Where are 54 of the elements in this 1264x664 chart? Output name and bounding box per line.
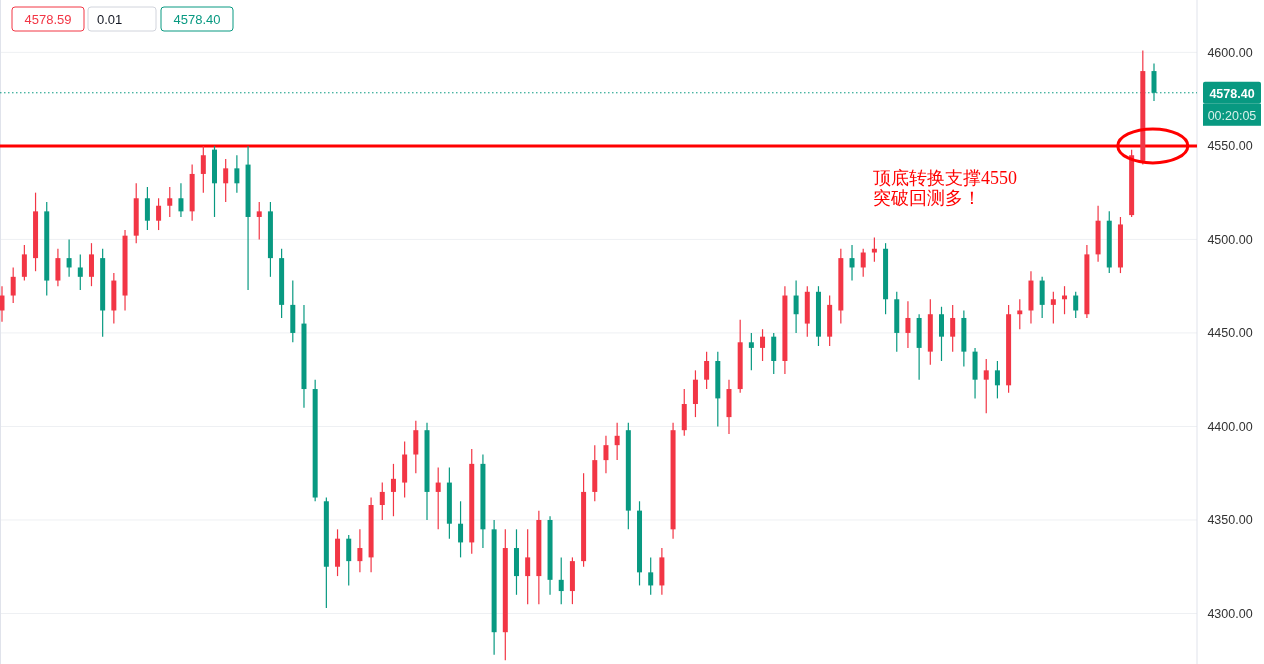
candlestick — [10, 266, 16, 304]
candlestick — [77, 253, 83, 291]
candlestick — [760, 328, 766, 362]
candlestick — [849, 244, 855, 282]
candlestick — [223, 158, 229, 203]
annotation: 0.01 — [97, 12, 123, 27]
candlestick — [983, 358, 989, 414]
candlestick — [435, 467, 441, 530]
candlestick — [458, 500, 464, 558]
candlestick — [390, 463, 396, 517]
y-tick-label: 4350.00 — [1207, 513, 1253, 528]
y-tick-label: 4450.00 — [1207, 326, 1253, 341]
y-tick-label: 4400.00 — [1207, 419, 1253, 434]
candlestick — [994, 360, 1000, 399]
candlestick — [793, 279, 799, 334]
candlestick — [1073, 291, 1079, 319]
candlestick — [950, 304, 956, 353]
candlestick — [379, 481, 385, 521]
candlestick — [871, 236, 877, 263]
candlestick — [1050, 291, 1056, 325]
y-tick-label: 4550.00 — [1207, 139, 1253, 154]
candlestick — [603, 435, 609, 474]
candlestick — [178, 182, 184, 218]
candlestick — [704, 351, 710, 390]
candlestick — [357, 528, 363, 573]
candlestick — [55, 248, 61, 287]
candlestick — [144, 186, 150, 231]
candlestick — [558, 556, 564, 605]
candlestick — [1017, 298, 1023, 330]
candlestick — [167, 186, 173, 218]
candlestick — [234, 154, 240, 194]
candlestick — [905, 300, 911, 349]
candlestick — [66, 238, 72, 278]
candlestick — [156, 197, 162, 231]
candlestick — [256, 201, 262, 241]
y-tick-label: 4300.00 — [1207, 607, 1253, 621]
candlestick — [614, 422, 620, 461]
candlestick — [860, 248, 866, 278]
y-tick-label: 4500.00 — [1207, 232, 1253, 247]
candlestick — [21, 244, 27, 282]
candlestick — [0, 285, 5, 323]
candlestick — [200, 145, 206, 194]
annotation: 顶底转换支撑4550 突破回测多！ — [873, 168, 1017, 208]
text: 00:20:05 — [1207, 108, 1257, 123]
candlestick — [939, 306, 944, 362]
y-tick-label: 4600.00 — [1207, 45, 1253, 60]
candlestick — [648, 556, 654, 596]
candlestick — [88, 242, 94, 287]
ref-line-label: 4578.40 — [1209, 86, 1255, 101]
annotation: 4578.40 — [173, 12, 221, 27]
candlestick — [525, 528, 531, 605]
candlestick — [748, 332, 754, 371]
annotation: 4578.59 — [24, 12, 72, 27]
candlestick — [346, 534, 352, 587]
